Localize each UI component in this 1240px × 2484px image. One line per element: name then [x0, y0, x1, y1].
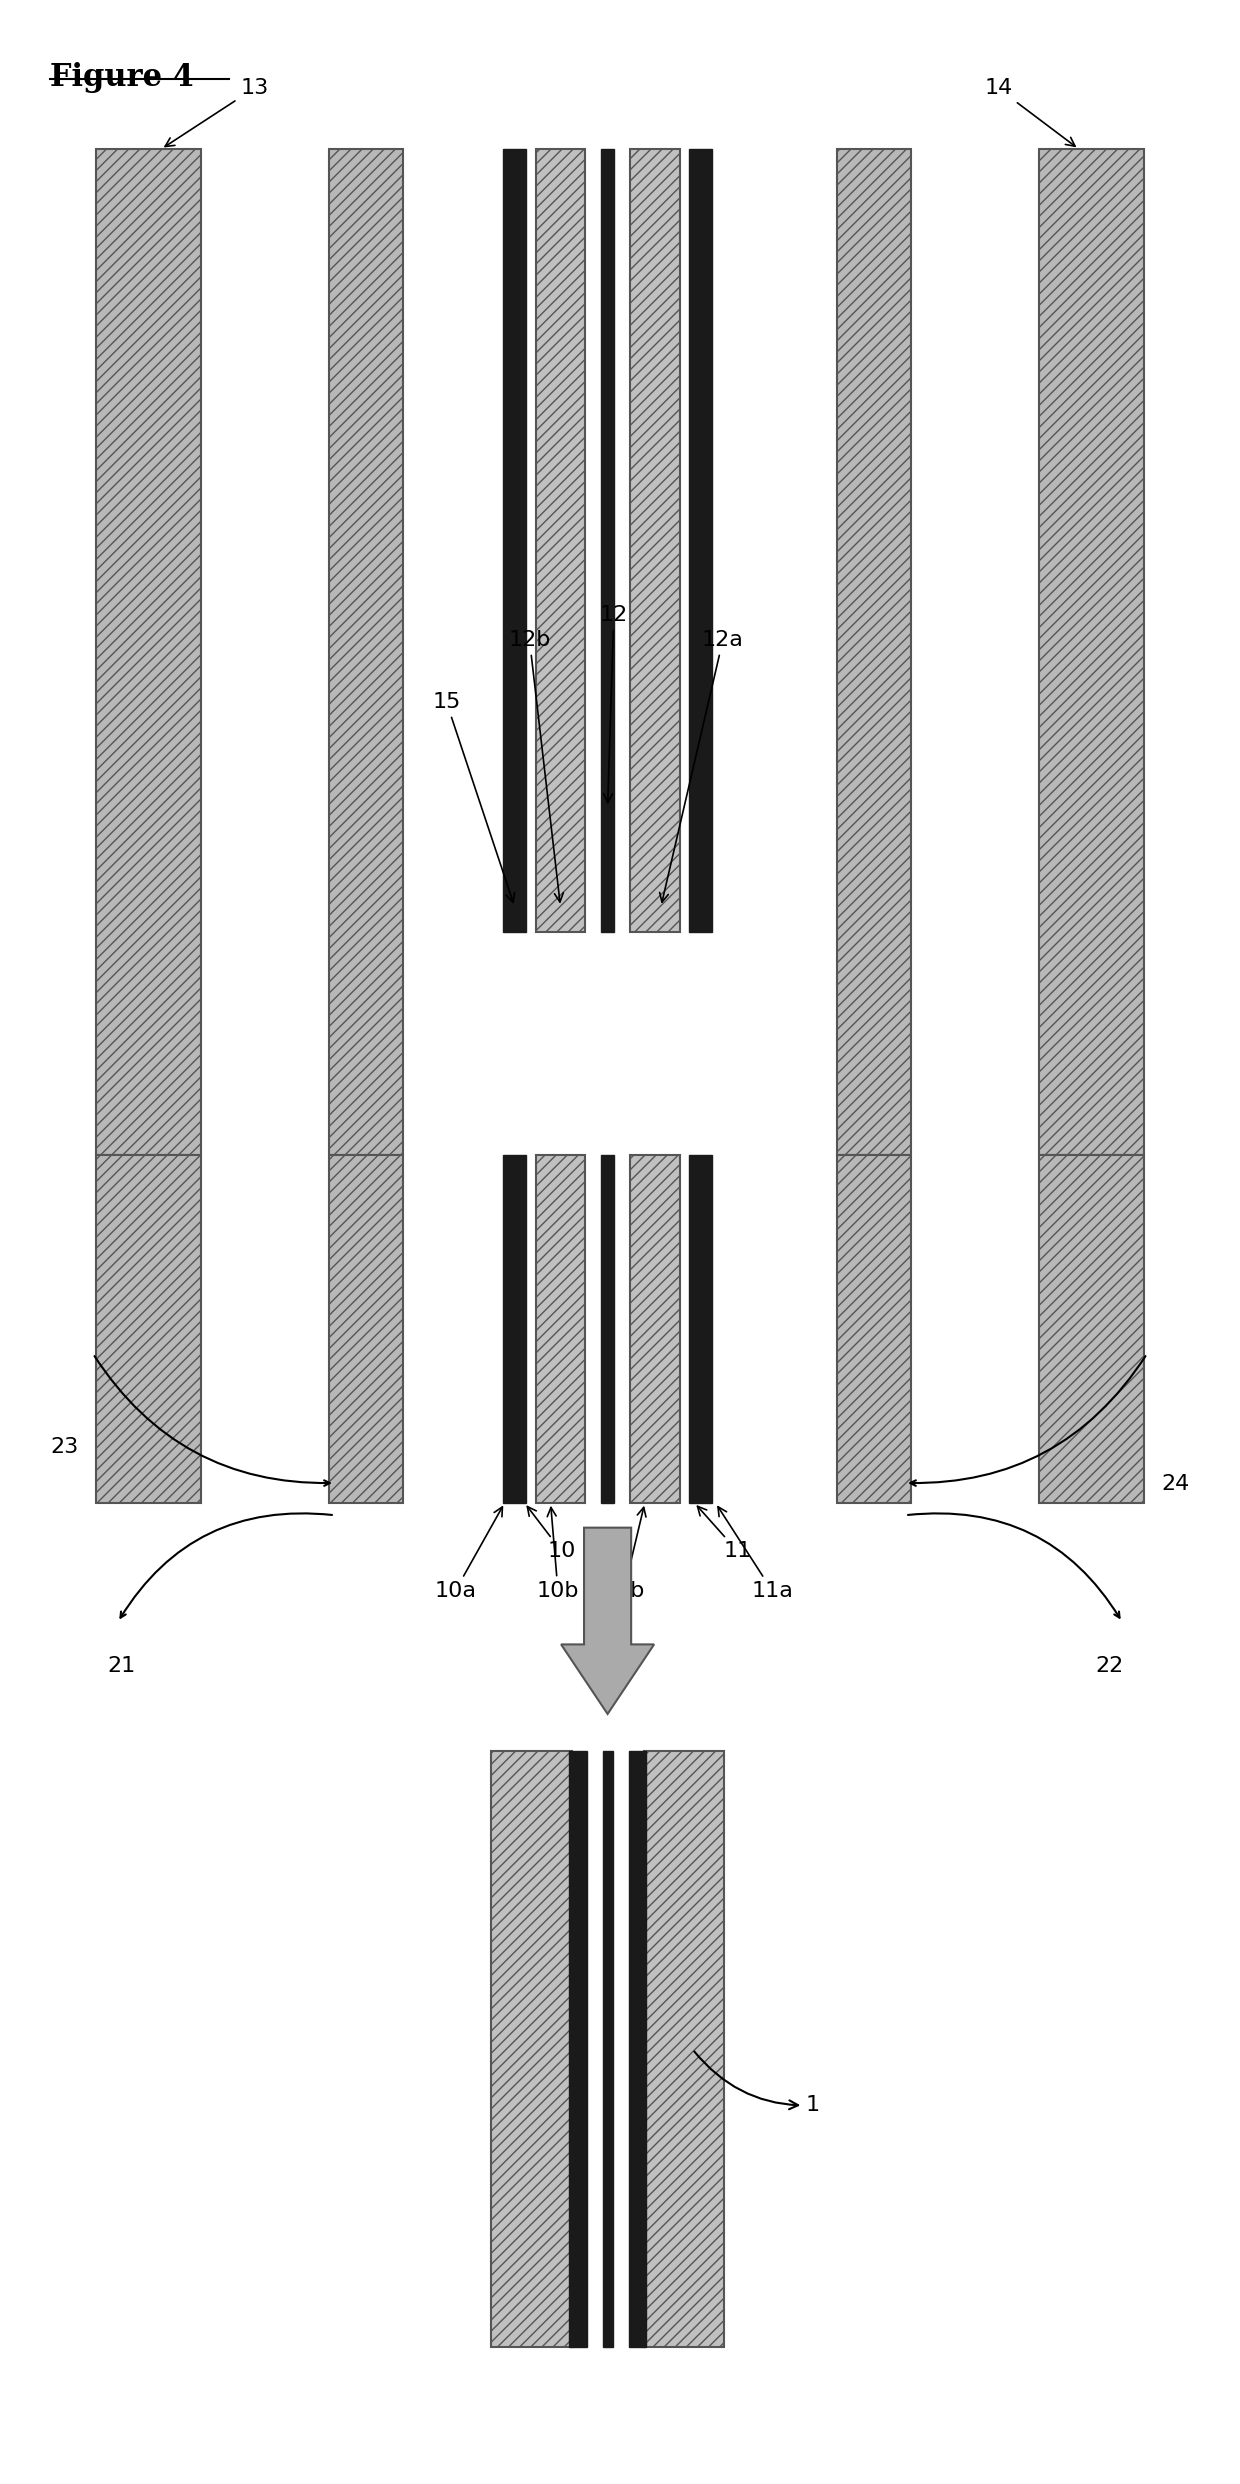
Bar: [503, 149, 526, 932]
Bar: [95, 149, 201, 1155]
Bar: [491, 1751, 572, 2347]
Bar: [837, 149, 911, 1155]
Bar: [689, 1155, 712, 1503]
Text: 14: 14: [985, 79, 1075, 147]
Text: 15: 15: [433, 693, 515, 902]
Bar: [536, 1155, 585, 1503]
Text: 11a: 11a: [718, 1508, 794, 1602]
Bar: [536, 149, 585, 932]
Bar: [644, 1751, 724, 2347]
Bar: [603, 1751, 613, 2347]
Text: 10: 10: [527, 1505, 575, 1562]
Text: 10a: 10a: [434, 1508, 502, 1602]
Bar: [1039, 149, 1143, 1155]
Bar: [630, 1155, 680, 1503]
Text: 21: 21: [108, 1657, 135, 1677]
Bar: [329, 1155, 403, 1503]
Bar: [95, 1155, 201, 1503]
Bar: [689, 149, 712, 932]
Text: 1: 1: [694, 2052, 820, 2116]
Bar: [329, 149, 403, 1155]
Bar: [601, 1155, 614, 1503]
Text: 13: 13: [165, 79, 268, 147]
Text: 10b: 10b: [537, 1508, 579, 1602]
Text: 11b: 11b: [603, 1508, 646, 1602]
Text: 12b: 12b: [508, 631, 563, 902]
Bar: [503, 1155, 526, 1503]
Text: 12: 12: [600, 606, 627, 802]
Bar: [1039, 1155, 1143, 1503]
Text: 23: 23: [51, 1438, 78, 1458]
Text: 12a: 12a: [660, 631, 744, 902]
Bar: [837, 1155, 911, 1503]
Text: Figure 4: Figure 4: [50, 62, 193, 92]
Bar: [630, 149, 680, 932]
Text: 11: 11: [697, 1505, 751, 1562]
Text: 24: 24: [1162, 1475, 1189, 1495]
Bar: [601, 149, 614, 932]
Bar: [629, 1751, 646, 2347]
Text: 22: 22: [1096, 1657, 1123, 1677]
Bar: [569, 1751, 587, 2347]
FancyArrow shape: [560, 1528, 655, 1714]
